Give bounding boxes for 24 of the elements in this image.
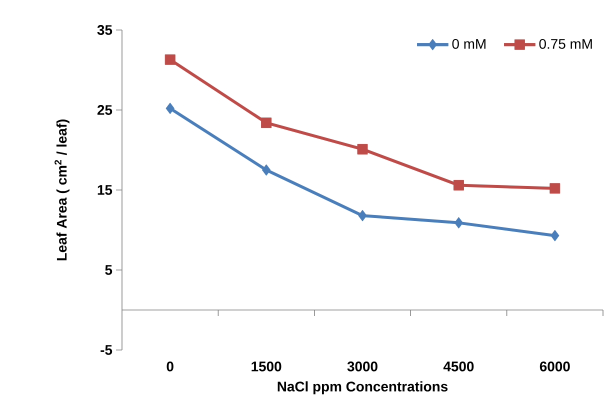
point — [358, 210, 367, 222]
x-tick-label: 1500 — [252, 362, 282, 372]
point — [164, 54, 176, 65]
point — [261, 118, 272, 128]
x-tick-label: 4500 — [443, 362, 474, 372]
x-tick-label: 6000 — [540, 362, 570, 372]
legend-label: 0.75 mM — [539, 38, 592, 49]
point — [550, 230, 560, 242]
legend-label: 0 mM — [452, 38, 486, 49]
y-tick-label: 35 — [97, 25, 112, 35]
y-axis-title: Leaf Area ( cm$^{2}$ / leaf) — [54, 120, 70, 260]
point — [262, 164, 271, 176]
point — [357, 144, 368, 154]
y-tick-label: 5 — [105, 265, 112, 275]
x-tick-label: 3000 — [347, 362, 378, 372]
x-axis-title: NaCl ppm Concentrations — [278, 381, 448, 394]
x-tick-label: 0 — [166, 362, 174, 372]
y-tick-label: -5 — [100, 345, 112, 355]
point — [550, 183, 560, 194]
y-tick-label: 15 — [98, 185, 112, 195]
point — [453, 180, 464, 190]
point — [166, 102, 174, 114]
y-tick-label: 25 — [97, 105, 112, 115]
point — [454, 217, 464, 229]
